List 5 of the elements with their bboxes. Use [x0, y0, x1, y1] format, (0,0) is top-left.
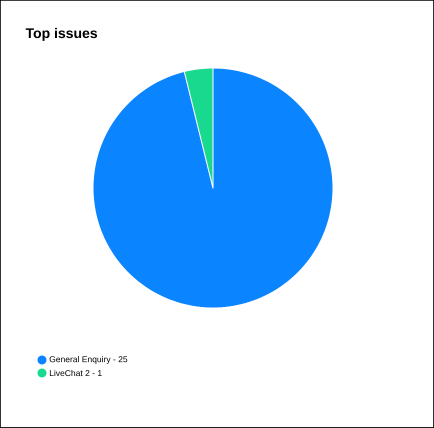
- legend-label: General Enquiry -: [50, 356, 116, 364]
- data-label: 25: [118, 356, 128, 362]
- legend-label: LiveChat 2 -: [50, 370, 95, 376]
- data-label: 1: [98, 370, 102, 376]
- chart-title: Top issues: [26, 28, 98, 41]
